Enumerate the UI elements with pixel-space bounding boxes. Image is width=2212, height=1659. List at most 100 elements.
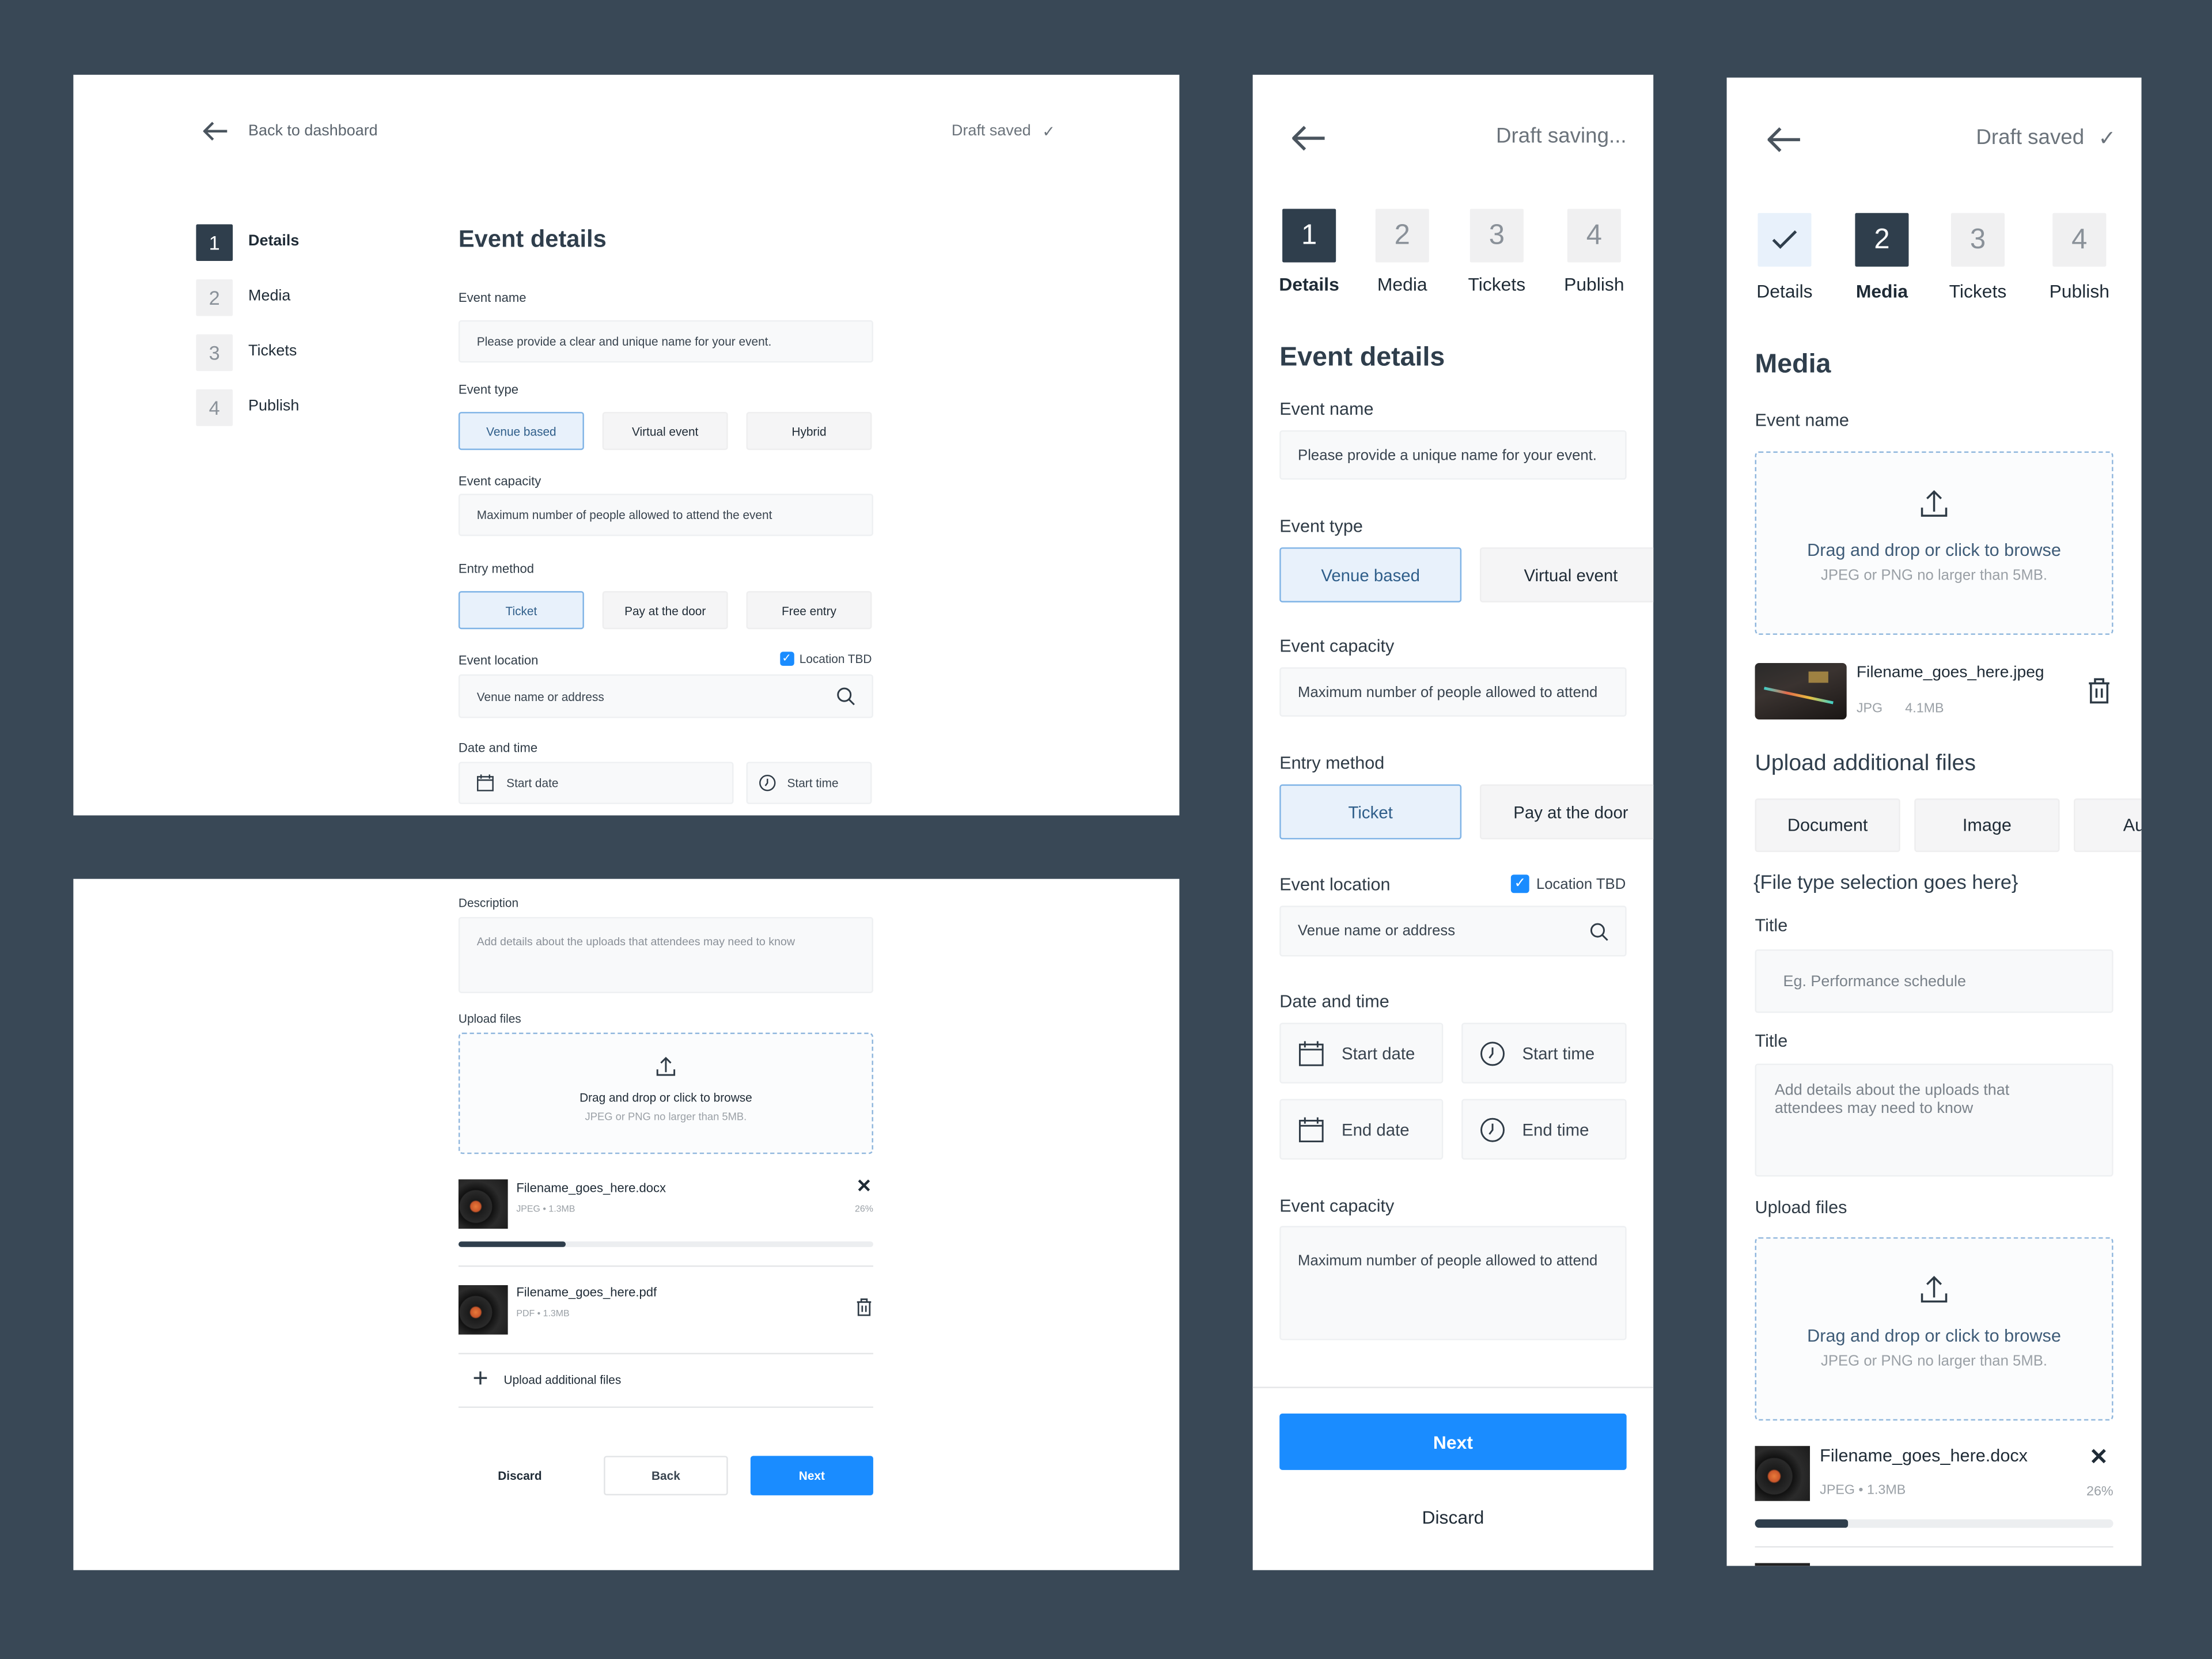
capacity2-textarea[interactable]: Maximum number of people allowed to atte… (1279, 1226, 1627, 1340)
event-type-venue[interactable]: Venue based (458, 412, 584, 450)
mobile-media-panel: Draft saved ✓ 2 3 4 Details Media Tickets… (1726, 77, 2142, 1566)
file-meta: JPG 4.1MB (1857, 701, 1944, 717)
step-4-label[interactable]: Publish (248, 397, 300, 415)
start-time-input[interactable]: Start time (746, 762, 872, 804)
step-1-label[interactable]: Details (1279, 274, 1339, 295)
discard-button[interactable]: Discard (498, 1468, 542, 1483)
description-textarea[interactable]: Add details about the uploads that atten… (458, 916, 873, 994)
divider (1252, 1387, 1654, 1388)
file-size: 4.1MB (1905, 701, 1944, 717)
step-2-box[interactable]: 2 (196, 279, 233, 316)
details-textarea[interactable]: Add details about the uploads that atten… (1755, 1063, 2113, 1177)
divider (458, 1265, 873, 1267)
title-input[interactable]: Eg. Performance schedule (1755, 949, 2113, 1013)
back-button[interactable]: Back (604, 1456, 728, 1495)
search-icon[interactable] (1590, 922, 1608, 941)
file-size: 1.3MB (543, 1309, 570, 1319)
dropzone[interactable]: Drag and drop or click to browse JPEG or… (1755, 451, 2113, 635)
start-date-input[interactable]: Start date (1279, 1022, 1444, 1084)
step-1-label[interactable]: Details (248, 233, 300, 250)
arrow-left-icon[interactable] (1292, 126, 1326, 151)
search-icon[interactable] (836, 687, 855, 706)
datetime-label: Date and time (458, 740, 538, 755)
capacity-input[interactable]: Maximum number of people allowed to atte… (458, 494, 873, 536)
file-thumbnail (1755, 663, 1847, 719)
entry-pay-door[interactable]: Pay at the door (1479, 784, 1654, 840)
drop-text: Drag and drop or click to browse (1807, 540, 2061, 560)
step-4-box[interactable]: 4 (2052, 213, 2107, 267)
entry-free[interactable]: Free entry (746, 591, 872, 630)
step-2-box[interactable]: 2 (1855, 213, 1909, 267)
location-tbd-label: Location TBD (1536, 875, 1626, 892)
upload-progress-bar (458, 1241, 873, 1247)
close-icon[interactable]: ✕ (2089, 1446, 2108, 1470)
step-2-label[interactable]: Media (248, 287, 291, 305)
step-1-complete-box[interactable] (1758, 213, 1812, 267)
event-type-hybrid[interactable]: Hybrid (746, 412, 872, 450)
entry-ticket[interactable]: Ticket (458, 591, 584, 630)
step-4-label[interactable]: Publish (1564, 274, 1624, 295)
draft-status: Draft saved ✓ (952, 123, 1055, 141)
draft-status: Draft saved ✓ (1976, 126, 2116, 151)
event-type-virtual[interactable]: Virtual event (602, 412, 728, 450)
end-time-input[interactable]: End time (1461, 1099, 1627, 1160)
step-1-box[interactable]: 1 (196, 224, 233, 262)
checkbox-checked-icon[interactable]: ✓ (779, 652, 794, 666)
step-2-label[interactable]: Media (1377, 274, 1427, 295)
entry-ticket[interactable]: Ticket (1279, 784, 1462, 840)
start-date-input[interactable]: Start date (458, 762, 734, 804)
location-input[interactable]: Venue name or address (1279, 906, 1627, 957)
location-tbd-checkbox[interactable]: ✓ Location TBD (1510, 874, 1626, 893)
event-type-label: Event type (1279, 516, 1363, 536)
file-type-audio[interactable]: Au (2074, 798, 2142, 853)
step-2-box[interactable]: 2 (1375, 209, 1429, 263)
capacity-input[interactable]: Maximum number of people allowed to atte… (1279, 667, 1627, 717)
clock-icon (1480, 1041, 1505, 1066)
file-type-image[interactable]: Image (1914, 798, 2060, 853)
capacity-label: Event capacity (1279, 636, 1395, 656)
event-type-venue[interactable]: Venue based (1279, 547, 1462, 603)
start-date-placeholder: Start date (1341, 1043, 1415, 1063)
clock-icon (1480, 1117, 1505, 1142)
back-label: Back to dashboard (248, 123, 378, 140)
step-4-box[interactable]: 4 (196, 389, 233, 426)
event-name-input[interactable]: Please provide a clear and unique name f… (458, 320, 873, 363)
close-icon[interactable]: ✕ (856, 1175, 872, 1196)
location-tbd-checkbox[interactable]: ✓ Location TBD (779, 652, 872, 666)
step-1-label[interactable]: Details (1756, 281, 1813, 302)
location-input[interactable]: Venue name or address (458, 674, 873, 718)
event-type-virtual[interactable]: Virtual event (1479, 547, 1654, 603)
step-3-box[interactable]: 3 (1469, 209, 1524, 263)
next-button[interactable]: Next (750, 1456, 873, 1495)
step-3-label[interactable]: Tickets (248, 343, 297, 360)
step-3-box[interactable]: 3 (1950, 213, 2005, 267)
trash-icon[interactable] (2088, 677, 2110, 704)
step-4-label[interactable]: Publish (2049, 281, 2109, 302)
step-4-box[interactable]: 4 (1567, 209, 1621, 263)
next-button[interactable]: Next (1279, 1413, 1627, 1470)
arrow-left-icon (203, 122, 228, 141)
step-3-label[interactable]: Tickets (1468, 274, 1526, 295)
dropzone[interactable]: Drag and drop or click to browse JPEG or… (1755, 1237, 2113, 1421)
step-3-box[interactable]: 3 (196, 334, 233, 372)
step-3-label[interactable]: Tickets (1949, 281, 2007, 302)
upload-additional-button[interactable]: + Upload additional files (472, 1366, 621, 1393)
entry-pay-door[interactable]: Pay at the door (602, 591, 728, 630)
event-name-input[interactable]: Please provide a unique name for your ev… (1279, 430, 1627, 480)
end-date-input[interactable]: End date (1279, 1099, 1444, 1160)
progress-fill (1755, 1519, 1849, 1528)
checkbox-checked-icon[interactable]: ✓ (1510, 874, 1529, 893)
dropzone[interactable]: Drag and drop or click to browse JPEG or… (458, 1032, 873, 1154)
location-tbd-label: Location TBD (799, 652, 872, 666)
file-size: 1.3MB (1867, 1482, 1906, 1498)
step-1-box[interactable]: 1 (1282, 209, 1336, 263)
file-type-document[interactable]: Document (1755, 798, 1900, 853)
start-time-input[interactable]: Start time (1461, 1022, 1627, 1084)
file-name: Filename_goes_here.pdf (516, 1285, 657, 1300)
trash-icon[interactable] (857, 1298, 872, 1316)
event-name-label: Event name (1279, 399, 1374, 419)
discard-button[interactable]: Discard (1422, 1506, 1484, 1528)
back-button[interactable]: Back to dashboard (203, 122, 378, 141)
step-2-label[interactable]: Media (1855, 281, 1908, 302)
arrow-left-icon[interactable] (1767, 127, 1802, 152)
